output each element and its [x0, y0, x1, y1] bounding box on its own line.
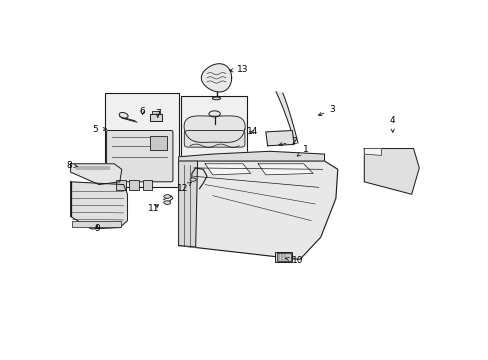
Text: 4: 4 [389, 116, 395, 132]
Ellipse shape [189, 178, 196, 181]
Polygon shape [178, 161, 337, 260]
Polygon shape [265, 131, 294, 146]
Bar [72, 221, 121, 227]
Bar [152, 111, 160, 114]
Bar [129, 180, 139, 190]
Polygon shape [183, 116, 244, 142]
Text: 2: 2 [278, 137, 296, 146]
Polygon shape [70, 182, 127, 229]
Bar [104, 93, 178, 187]
Ellipse shape [163, 195, 170, 198]
Text: 12: 12 [176, 182, 191, 193]
Bar [275, 252, 292, 262]
Polygon shape [275, 92, 297, 143]
Bar [150, 136, 167, 150]
Bar [116, 180, 125, 190]
Polygon shape [258, 164, 312, 175]
Text: 8: 8 [66, 161, 78, 170]
Polygon shape [364, 149, 381, 156]
Polygon shape [70, 164, 122, 185]
Polygon shape [201, 64, 231, 92]
Text: 5: 5 [92, 125, 106, 134]
Polygon shape [205, 164, 250, 175]
Polygon shape [178, 151, 324, 161]
Bar [180, 96, 246, 193]
Text: 9: 9 [94, 224, 100, 233]
Text: 6: 6 [140, 107, 145, 116]
Text: 13: 13 [229, 65, 248, 74]
Ellipse shape [119, 113, 128, 118]
Polygon shape [178, 161, 197, 247]
Bar [276, 253, 290, 261]
Polygon shape [364, 149, 418, 194]
Text: 14: 14 [246, 127, 258, 136]
Text: 7: 7 [155, 109, 161, 118]
Ellipse shape [163, 201, 170, 204]
Text: 1: 1 [297, 145, 308, 156]
FancyBboxPatch shape [184, 131, 244, 147]
Text: 11: 11 [148, 204, 160, 213]
Bar [150, 114, 162, 121]
FancyBboxPatch shape [106, 131, 173, 182]
Text: 3: 3 [318, 105, 334, 116]
Bar [142, 180, 152, 190]
Ellipse shape [212, 97, 220, 100]
Text: 10: 10 [285, 256, 303, 265]
Ellipse shape [208, 111, 220, 117]
